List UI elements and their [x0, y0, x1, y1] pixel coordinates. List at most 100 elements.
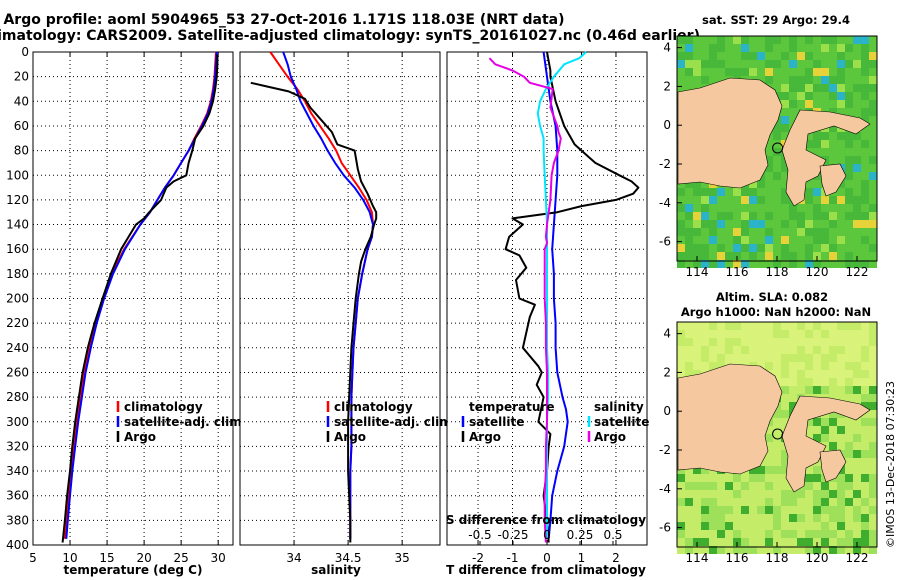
heatmap-cell [749, 228, 757, 236]
heatmap-cell [693, 546, 701, 554]
heatmap-cell [765, 260, 773, 268]
heatmap-cell [869, 490, 877, 498]
heatmap-cell [709, 52, 717, 60]
heatmap-cell [757, 522, 765, 530]
heatmap-cell [805, 132, 813, 140]
heatmap-cell [853, 450, 861, 458]
heatmap-cell [765, 52, 773, 60]
heatmap-cell [813, 196, 821, 204]
heatmap-cell [845, 426, 853, 434]
heatmap-cell [685, 466, 693, 474]
heatmap-cell [773, 442, 781, 450]
heatmap-cell [805, 92, 813, 100]
heatmap-cell [821, 330, 829, 338]
heatmap-cell [829, 546, 837, 554]
heatmap-cell [853, 204, 861, 212]
heatmap-cell [789, 498, 797, 506]
heatmap-cell [805, 322, 813, 330]
salinity-tick-labels: 34 34.5 35 [286, 551, 409, 565]
heatmap-cell [741, 244, 749, 252]
heatmap-cell [829, 338, 837, 346]
heatmap-cell [797, 498, 805, 506]
heatmap-cell [693, 514, 701, 522]
heatmap-cell [789, 76, 797, 84]
heatmap-cell [853, 506, 861, 514]
heatmap-cell [773, 362, 781, 370]
heatmap-cell [861, 546, 869, 554]
heatmap-cell [709, 60, 717, 68]
heatmap-cell [805, 252, 813, 260]
heatmap-cell [853, 172, 861, 180]
heatmap-cell [765, 474, 773, 482]
heatmap-cell [797, 530, 805, 538]
lon-tick-label: 116 [726, 551, 749, 565]
heatmap-cell [685, 522, 693, 530]
heatmap-cell [821, 538, 829, 546]
salinity-legend: climatology satellite-adj. clim. Argo [326, 400, 456, 444]
heatmap-cell [861, 402, 869, 410]
heatmap-cell [861, 426, 869, 434]
heatmap-cell [821, 236, 829, 244]
heatmap-cell [701, 260, 709, 268]
heatmap-cell [741, 354, 749, 362]
heatmap-cell [813, 346, 821, 354]
heatmap-cell [773, 498, 781, 506]
legend-climatology-label: climatology [124, 400, 203, 414]
heatmap-cell [869, 498, 877, 506]
heatmap-cell [749, 236, 757, 244]
heatmap-cell [781, 68, 789, 76]
heatmap-cell [709, 244, 717, 252]
heatmap-cell [853, 132, 861, 140]
heatmap-cell [693, 322, 701, 330]
heatmap-cell [725, 530, 733, 538]
heatmap-cell [821, 514, 829, 522]
heatmap-cell [853, 330, 861, 338]
heatmap-cell [701, 60, 709, 68]
heatmap-cell [861, 44, 869, 52]
heatmap-cell [733, 244, 741, 252]
heatmap-cell [805, 100, 813, 108]
heatmap-cell [693, 76, 701, 84]
sst-map-lon-ticks: 114 116 118 120 122 [686, 256, 868, 279]
heatmap-cell [853, 466, 861, 474]
heatmap-cell [693, 52, 701, 60]
heatmap-cell [773, 60, 781, 68]
heatmap-cell [733, 236, 741, 244]
heatmap-cell [829, 506, 837, 514]
heatmap-cell [749, 220, 757, 228]
heatmap-cell [869, 164, 877, 172]
sst-map-lat-ticks: 4 2 0 -2 -4 -6 [659, 41, 682, 249]
heatmap-cell [733, 68, 741, 76]
heatmap-cell [685, 530, 693, 538]
heatmap-cell [797, 260, 805, 268]
heatmap-cell [829, 196, 837, 204]
heatmap-cell [869, 418, 877, 426]
heatmap-cell [757, 52, 765, 60]
heatmap-cell [765, 212, 773, 220]
heatmap-cell [797, 322, 805, 330]
heatmap-cell [749, 252, 757, 260]
heatmap-cell [805, 498, 813, 506]
heatmap-cell [781, 514, 789, 522]
heatmap-cell [741, 196, 749, 204]
heatmap-cell [685, 506, 693, 514]
heatmap-cell [773, 148, 781, 156]
heatmap-cell [733, 330, 741, 338]
heatmap-cell [717, 490, 725, 498]
heatmap-cell [837, 426, 845, 434]
heatmap-cell [869, 36, 877, 44]
heatmap-cell [701, 44, 709, 52]
heatmap-cell [701, 482, 709, 490]
heatmap-cell [821, 418, 829, 426]
heatmap-cell [821, 546, 829, 554]
heatmap-cell [869, 386, 877, 394]
heatmap-cell [765, 140, 773, 148]
heatmap-cell [805, 52, 813, 60]
heatmap-cell [733, 212, 741, 220]
heatmap-cell [861, 164, 869, 172]
heatmap-cell [813, 370, 821, 378]
s-tick-label: 0.5 [603, 528, 622, 542]
heatmap-cell [789, 220, 797, 228]
heatmap-cell [773, 458, 781, 466]
heatmap-cell [821, 100, 829, 108]
